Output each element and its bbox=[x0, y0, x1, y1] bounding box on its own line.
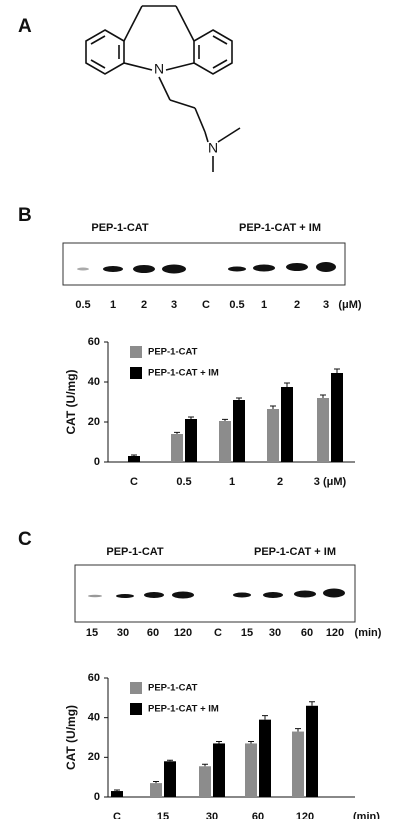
error-bar bbox=[174, 431, 180, 434]
error-bar bbox=[309, 701, 315, 706]
legend-swatch bbox=[130, 703, 142, 715]
x-tick-label: 15 bbox=[157, 811, 169, 819]
lane-label: 2 bbox=[294, 299, 300, 311]
panel-label: B bbox=[18, 205, 32, 226]
bar bbox=[317, 398, 329, 462]
lane-label: 120 bbox=[174, 627, 192, 639]
y-tick-label: 40 bbox=[88, 376, 100, 388]
lane-label: 30 bbox=[269, 627, 281, 639]
y-axis-label: CAT (U/mg) bbox=[64, 369, 78, 434]
legend-label: PEP-1-CAT + IM bbox=[148, 704, 219, 715]
error-bar bbox=[270, 405, 276, 409]
lane-label: (min) bbox=[355, 627, 382, 639]
bar bbox=[219, 421, 231, 462]
bar bbox=[111, 791, 123, 797]
bar bbox=[164, 761, 176, 797]
x-tick-label: 120 bbox=[296, 811, 314, 819]
legend-label: PEP-1-CAT + IM bbox=[148, 368, 219, 379]
lane-label: C bbox=[202, 299, 210, 311]
bar bbox=[199, 766, 211, 797]
blot-label: PEP-1-CAT bbox=[91, 222, 149, 234]
atom-label: N bbox=[154, 61, 164, 77]
error-bar bbox=[284, 382, 290, 387]
bar bbox=[267, 409, 279, 462]
lane-label: 15 bbox=[86, 627, 98, 639]
blot-bands bbox=[88, 588, 345, 599]
lane-label: 120 bbox=[326, 627, 344, 639]
x-unit: (min) bbox=[353, 811, 380, 819]
x-tick-label: 2 bbox=[277, 476, 283, 488]
x-tick-label: 0.5 bbox=[176, 476, 191, 488]
blot-label: PEP-1-CAT + IM bbox=[254, 546, 336, 558]
x-tick-label: C bbox=[113, 811, 121, 819]
panel-label: C bbox=[18, 529, 32, 550]
legend-swatch bbox=[130, 346, 142, 358]
y-tick-label: 40 bbox=[88, 712, 100, 724]
lane-label: (μM) bbox=[338, 299, 362, 311]
legend-swatch bbox=[130, 367, 142, 379]
lane-label: 30 bbox=[117, 627, 129, 639]
bar bbox=[233, 400, 245, 462]
error-bar bbox=[262, 715, 268, 720]
error-bar bbox=[236, 397, 242, 400]
error-bar bbox=[334, 368, 340, 373]
error-bar bbox=[202, 763, 208, 767]
bar bbox=[281, 387, 293, 462]
blot-label: PEP-1-CAT bbox=[106, 546, 164, 558]
y-tick-label: 0 bbox=[94, 456, 100, 468]
error-bar bbox=[295, 728, 301, 732]
lane-label: 60 bbox=[147, 627, 159, 639]
lane-label: 3 bbox=[171, 299, 177, 311]
y-axis-label: CAT (U/mg) bbox=[64, 705, 78, 770]
bar bbox=[259, 719, 271, 797]
x-tick-label: 3 (μM) bbox=[314, 476, 347, 488]
bar bbox=[185, 419, 197, 462]
error-bar bbox=[320, 394, 326, 398]
x-tick-label: 30 bbox=[206, 811, 218, 819]
panel-label: A bbox=[18, 16, 32, 37]
lane-label: 60 bbox=[301, 627, 313, 639]
lane-label: 1 bbox=[261, 299, 267, 311]
error-bar bbox=[188, 416, 194, 419]
error-bar bbox=[216, 740, 222, 744]
legend-label: PEP-1-CAT bbox=[148, 683, 198, 694]
error-bar bbox=[114, 789, 120, 792]
bar bbox=[171, 434, 183, 462]
legend-label: PEP-1-CAT bbox=[148, 347, 198, 358]
lane-label: 3 bbox=[323, 299, 329, 311]
x-tick-label: 60 bbox=[252, 811, 264, 819]
lane-label: 0.5 bbox=[229, 299, 244, 311]
legend-swatch bbox=[130, 682, 142, 694]
lane-label: 15 bbox=[241, 627, 253, 639]
y-tick-label: 60 bbox=[88, 672, 100, 684]
x-tick-label: C bbox=[130, 476, 138, 488]
y-tick-label: 60 bbox=[88, 336, 100, 348]
bar bbox=[150, 783, 162, 797]
lane-label: 0.5 bbox=[75, 299, 90, 311]
error-bar bbox=[248, 740, 254, 744]
error-bar bbox=[167, 759, 173, 762]
lane-label: 1 bbox=[110, 299, 116, 311]
error-bar bbox=[222, 418, 228, 421]
bar bbox=[292, 731, 304, 797]
bar bbox=[331, 373, 343, 462]
bar bbox=[306, 705, 318, 797]
blot-label: PEP-1-CAT + IM bbox=[239, 222, 321, 234]
error-bar bbox=[153, 781, 159, 784]
x-tick-label: 1 bbox=[229, 476, 235, 488]
bar bbox=[245, 743, 257, 797]
structure bbox=[85, 5, 241, 172]
lane-label: C bbox=[214, 627, 222, 639]
y-tick-label: 20 bbox=[88, 751, 100, 763]
y-tick-label: 20 bbox=[88, 416, 100, 428]
blot-bands bbox=[77, 262, 336, 274]
bar bbox=[128, 456, 140, 462]
y-tick-label: 0 bbox=[94, 791, 100, 803]
error-bar bbox=[131, 454, 137, 456]
lane-label: 2 bbox=[141, 299, 147, 311]
atom-label: N bbox=[208, 140, 218, 156]
bar bbox=[213, 743, 225, 797]
